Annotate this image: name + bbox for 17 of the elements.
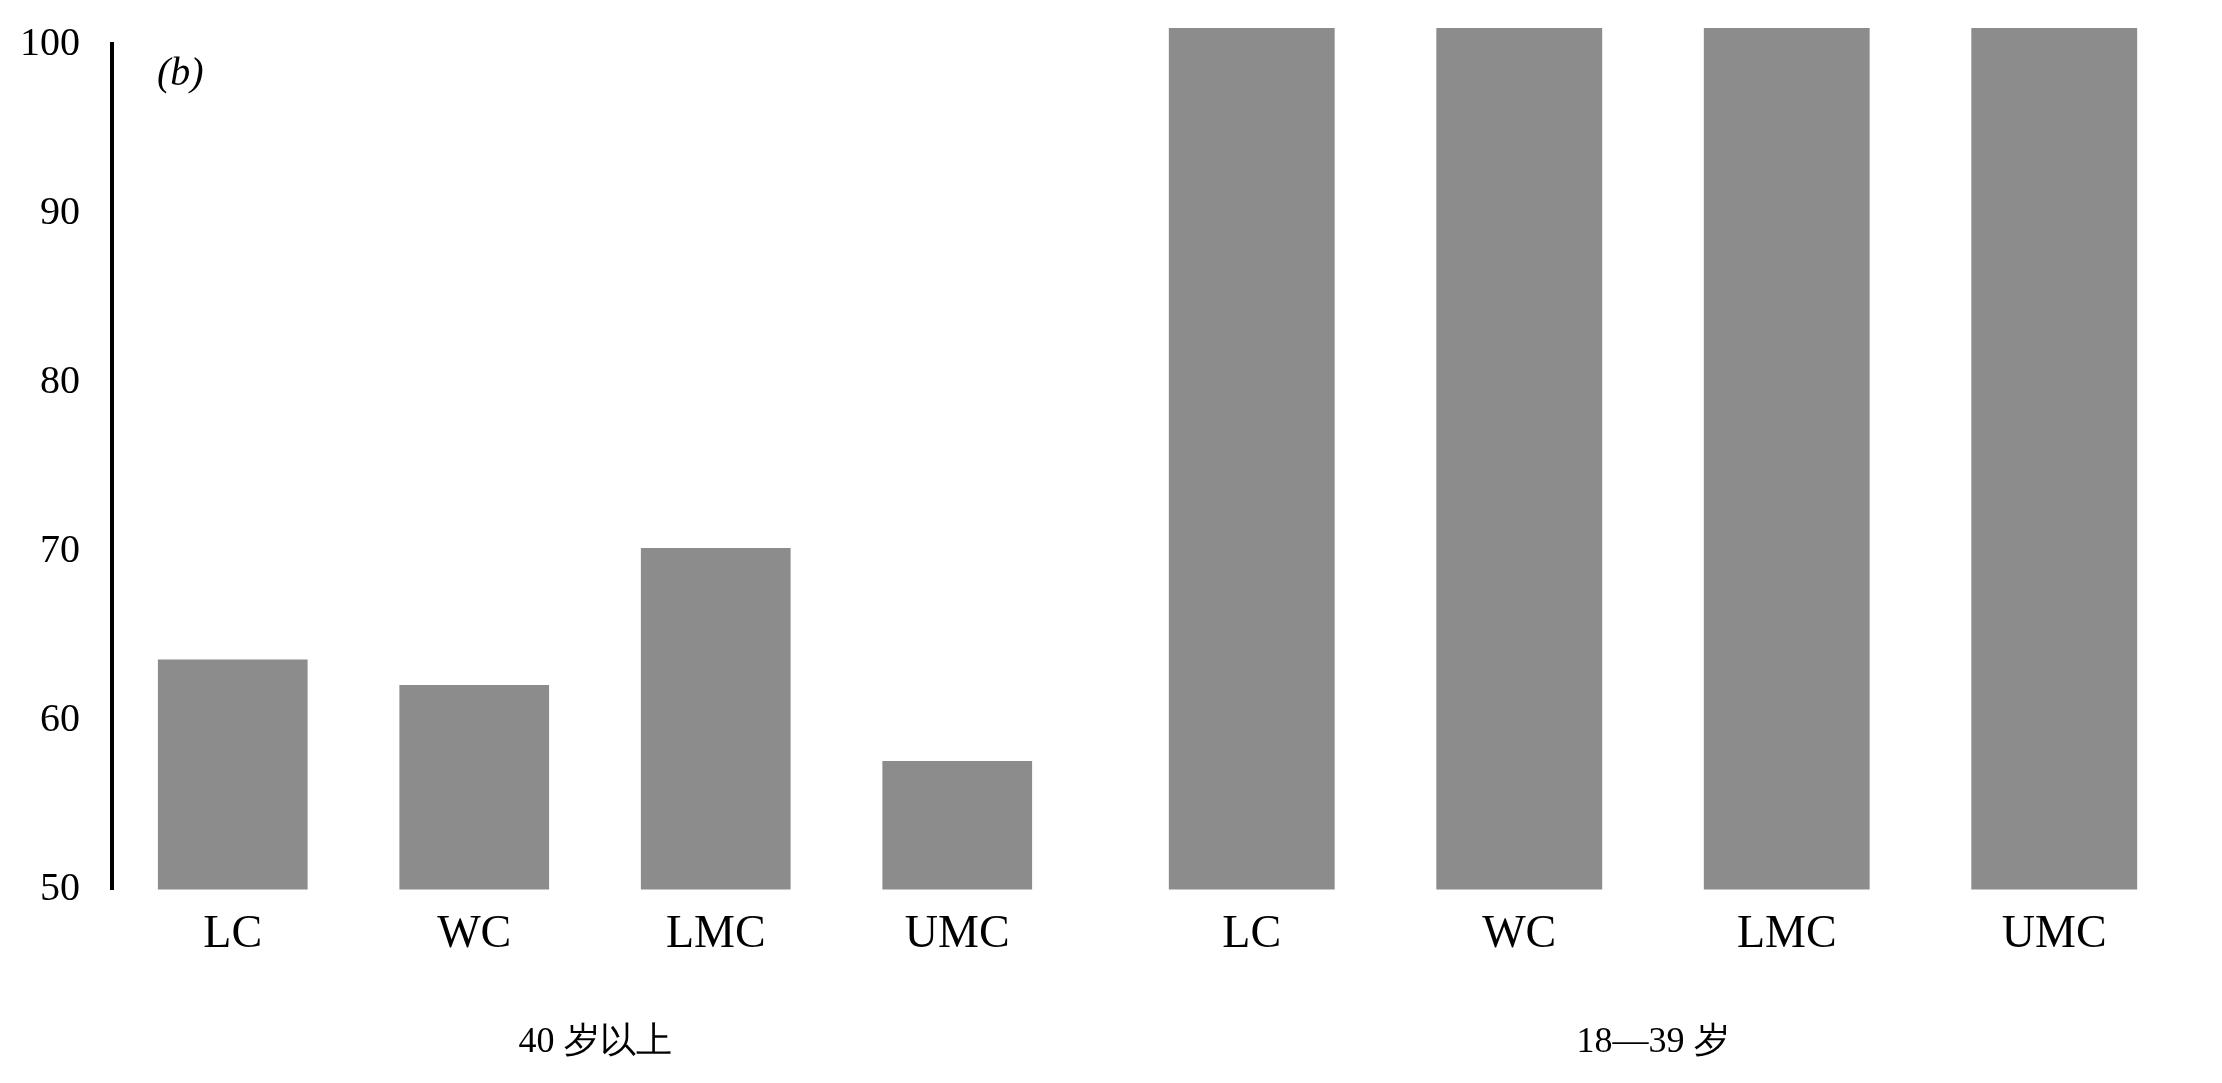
y-tick-label: 100 xyxy=(20,18,80,64)
x-tick-label: LMC xyxy=(665,906,766,958)
y-tick-label: 80 xyxy=(40,356,80,402)
y-tick-label: 50 xyxy=(40,864,80,910)
x-tick-label: UMC xyxy=(2001,906,2107,958)
x-tick-label: WC xyxy=(437,906,512,958)
x-tick-label: LMC xyxy=(1736,906,1837,958)
y-tick-label: 70 xyxy=(40,525,80,571)
annotation: (b) xyxy=(157,48,204,94)
x-axis-title: 40 岁以上 xyxy=(518,1019,672,1060)
y-tick-label: 90 xyxy=(40,187,80,233)
y-tick-label: 60 xyxy=(40,694,80,740)
x-tick-label: WC xyxy=(1482,906,1557,958)
x-tick-label: LC xyxy=(203,906,263,958)
x-tick-label: UMC xyxy=(904,906,1010,958)
x-tick-label: LC xyxy=(1222,906,1282,958)
x-axis-title: 18—39 岁 xyxy=(1576,1019,1730,1060)
